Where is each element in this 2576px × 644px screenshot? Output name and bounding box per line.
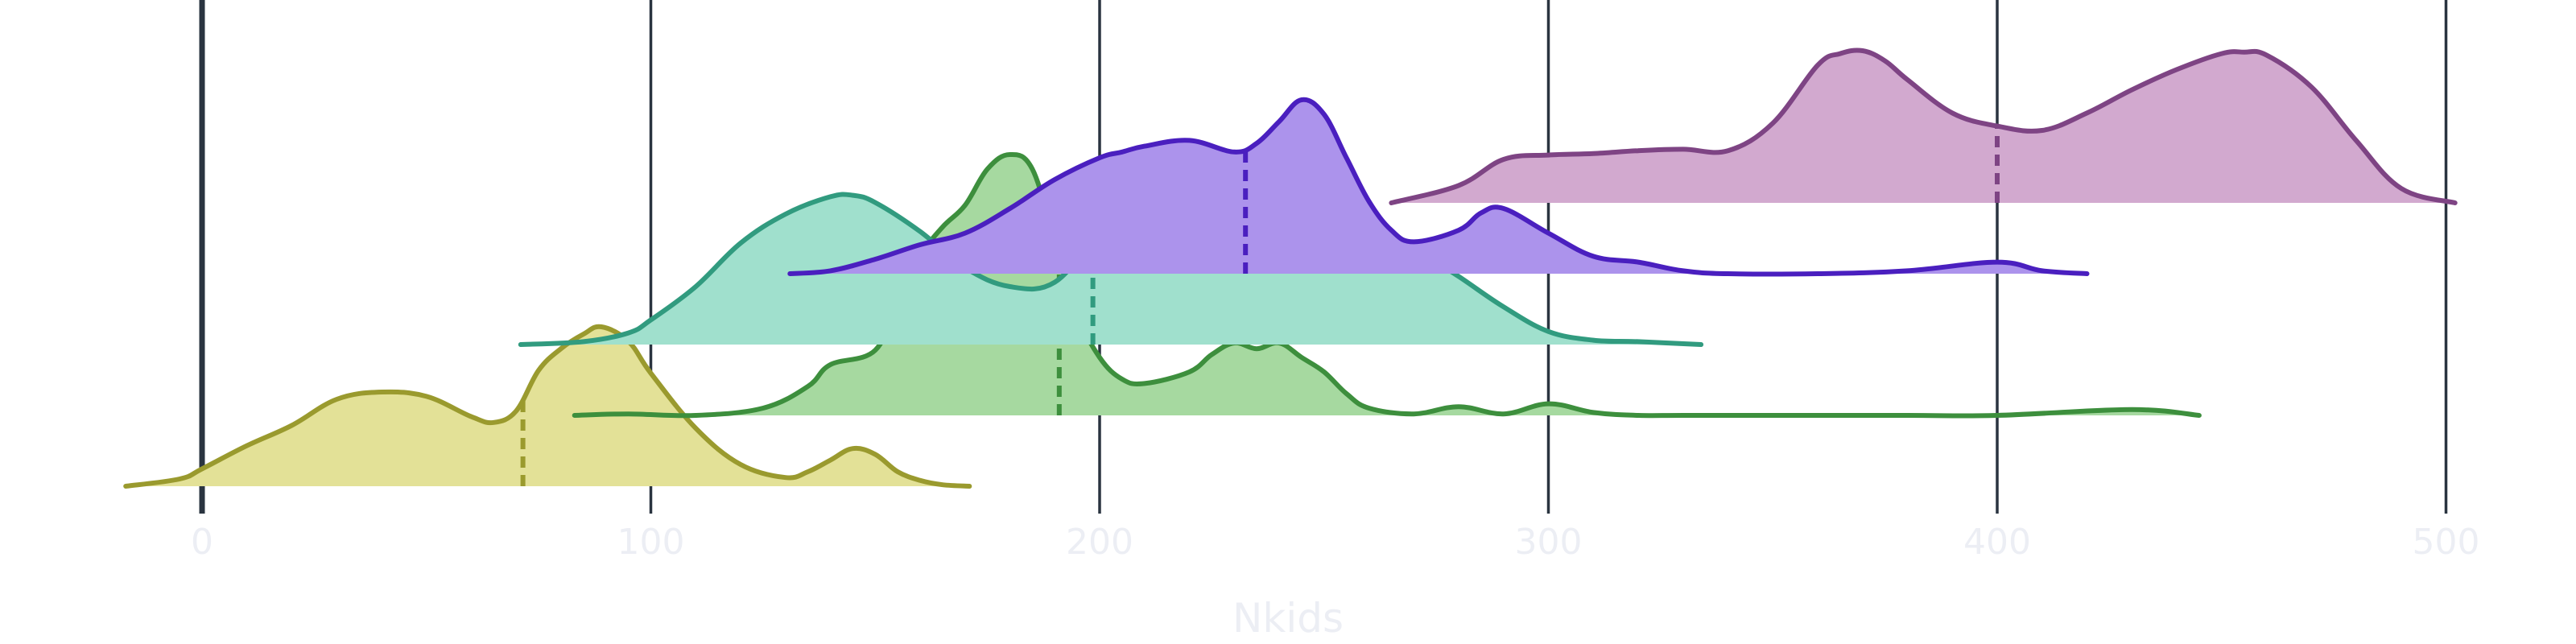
ridge-area: [126, 326, 970, 486]
ridge-area: [790, 99, 2087, 275]
x-tick-label: 100: [617, 522, 685, 563]
ridge-line: [1389, 47, 2458, 205]
x-tick-label: 0: [191, 522, 213, 563]
ridge-series: [787, 97, 2090, 277]
ridges: [123, 47, 2458, 489]
x-tick-label: 300: [1515, 522, 1583, 563]
x-tick-label: 200: [1066, 522, 1133, 563]
x-tick-labels: 0 100 200 300 400 500: [191, 522, 2479, 563]
x-gridlines: [199, 0, 2448, 514]
ridge-line: [787, 97, 2090, 277]
x-tick-label: 500: [2413, 522, 2480, 563]
ridge-area: [1391, 50, 2455, 204]
ridge-series: [1389, 47, 2458, 205]
x-axis-title: Nkids: [1232, 595, 1344, 642]
ridge-series: [123, 324, 972, 489]
ridge-line: [123, 324, 972, 489]
ridge-area: [574, 154, 2199, 416]
x-tick-label: 400: [1963, 522, 2031, 563]
